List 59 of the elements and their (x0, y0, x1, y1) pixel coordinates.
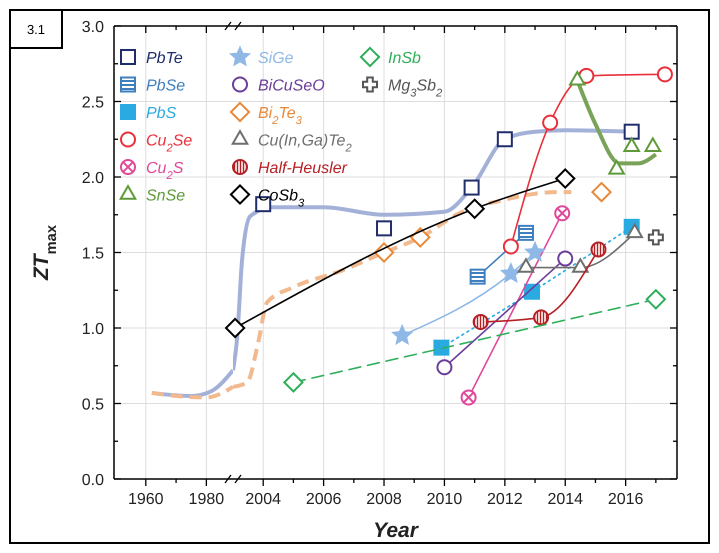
x-tick-label: 1980 (188, 491, 224, 508)
point (646, 289, 666, 310)
x-tick-label: 2010 (426, 491, 462, 508)
point (472, 314, 489, 330)
y-tick-label: 0.5 (82, 396, 104, 414)
legend-label: PbSe (146, 78, 186, 94)
x-tick-label: 2006 (306, 491, 342, 508)
point (518, 224, 534, 241)
point (591, 182, 612, 202)
point (433, 340, 450, 356)
point (555, 168, 576, 189)
legend-label: PbTe (146, 50, 183, 67)
y-tick-label: 1.5 (82, 246, 104, 262)
text: 3.1 (26, 22, 46, 37)
y-tick-label: 2.5 (82, 94, 104, 112)
point (648, 229, 664, 246)
x-tick-label: 2008 (366, 491, 402, 508)
legend-label: Half-Heusler (258, 160, 348, 177)
x-tick-label: 2012 (487, 491, 523, 508)
legend-label: Cu(In,Ga)Te$_{2}$ (258, 132, 352, 154)
y-tick-label: 2.0 (82, 170, 104, 187)
point (460, 389, 477, 406)
point (410, 227, 430, 248)
legend-label: Mg$_{3}$Sb$_{2}$ (388, 78, 444, 100)
y-tick-label: 1.0 (82, 321, 104, 338)
x-tick-label: 2004 (245, 491, 282, 508)
legend-label: Cu$_{2}$S (146, 160, 184, 182)
point (464, 180, 480, 196)
x-tick-label: 1960 (128, 491, 164, 508)
point (656, 66, 673, 82)
x-tick-label: 2014 (547, 491, 584, 508)
x-tick-label: 2016 (608, 491, 644, 508)
point (501, 264, 521, 282)
point (470, 268, 486, 285)
legend-label: Cu$_{2}$Se (146, 132, 192, 154)
point (496, 131, 513, 148)
legend-label: SiGe (258, 50, 294, 67)
y-tick-label: 0.0 (82, 472, 104, 489)
legend-label: BiCuSeO (258, 78, 325, 94)
legend-label: InSb (388, 50, 422, 67)
point (542, 114, 558, 131)
legend-label: CoSb$_{3}$ (258, 188, 306, 210)
legend-label: Bi$_{2}$Te$_{3}$ (258, 105, 303, 127)
point (624, 124, 640, 140)
x-axis-title: Year (373, 519, 420, 542)
point (525, 242, 545, 261)
point (464, 198, 485, 219)
point (283, 372, 304, 392)
point (502, 238, 519, 254)
point (392, 325, 412, 344)
legend-label: PbS (146, 105, 177, 122)
point (225, 318, 246, 338)
y-tick-label: 3.0 (82, 19, 104, 36)
point (533, 309, 550, 326)
point (590, 241, 606, 258)
legend-label: SnSe (146, 188, 186, 204)
point (436, 359, 452, 376)
point (557, 250, 574, 267)
point (376, 220, 392, 236)
